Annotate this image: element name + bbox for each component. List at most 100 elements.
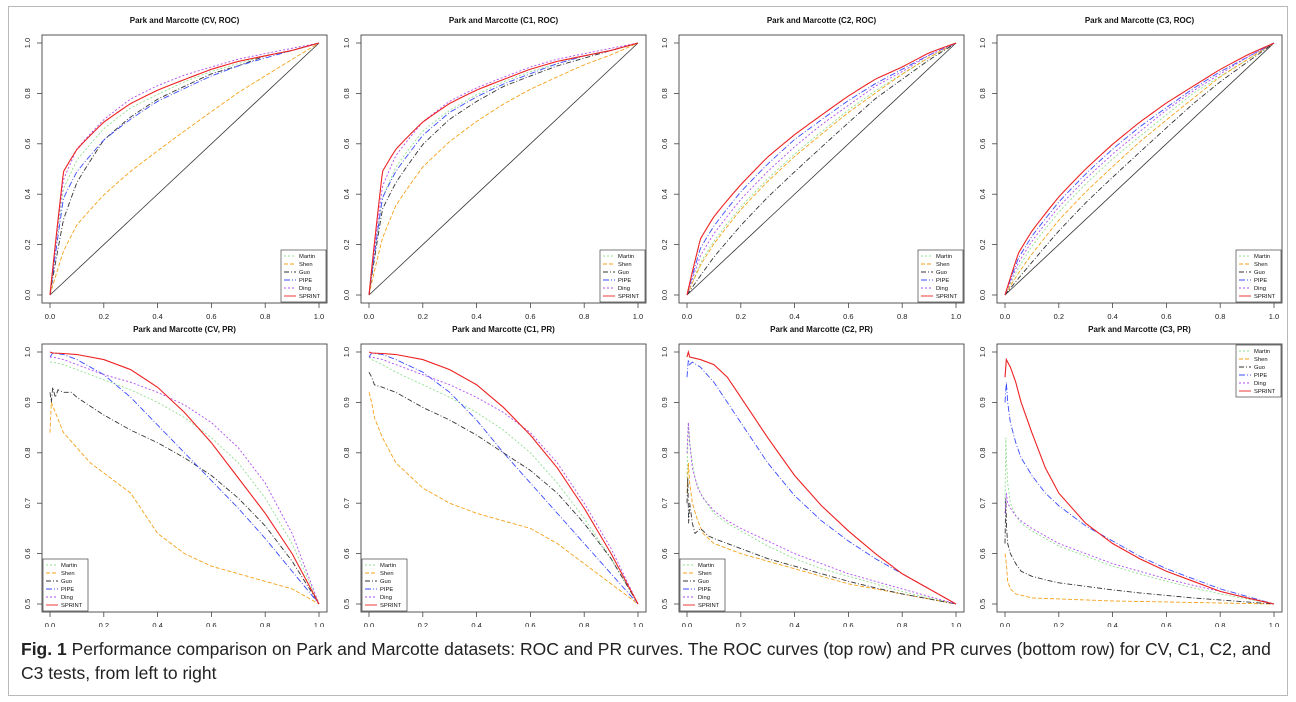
x-tick-label: 0.2 — [99, 621, 109, 627]
chart-title: Park and Marcotte (C1, PR) — [452, 325, 555, 334]
x-tick-label: 0.2 — [1054, 621, 1064, 627]
legend-label: Guo — [1254, 365, 1265, 371]
legend-label: PIPE — [1254, 373, 1267, 379]
x-tick-label: 0.6 — [525, 312, 535, 321]
plot-frame — [996, 343, 1283, 613]
x-tick-label: 0.4 — [789, 621, 799, 627]
y-tick-label: 0.2 — [342, 239, 351, 249]
y-tick-label: 0.6 — [660, 139, 669, 149]
x-tick-label: 0.4 — [1107, 312, 1117, 321]
x-tick-label: 0.8 — [579, 621, 589, 627]
series-line-ding — [369, 356, 639, 605]
legend-box — [42, 558, 89, 612]
diagonal-line — [686, 42, 957, 296]
y-tick-label: 0.4 — [342, 189, 351, 199]
legend-box — [917, 249, 964, 303]
legend-label: SPRINT — [698, 603, 720, 609]
x-tick-label: 0.4 — [789, 312, 799, 321]
x-tick-label: 1.0 — [951, 312, 961, 321]
series-line-ding — [1004, 493, 1275, 605]
legend: Martin Shen Guo PIPE Ding SPRINT — [1235, 249, 1282, 303]
caption-label: Fig. 1 — [21, 639, 67, 659]
series-line-martin — [368, 356, 639, 605]
chart-panel-5: Park and Marcotte (CV, PR) 0.0 0.2 0.4 0.6 0.… — [23, 325, 328, 627]
plot-frame — [360, 343, 647, 613]
legend-box — [1235, 344, 1282, 398]
x-tick-label: 0.2 — [736, 312, 746, 321]
y-tick-label: 0.7 — [978, 498, 987, 508]
x-tick-label: 0.4 — [471, 312, 481, 321]
plot-frame — [41, 343, 328, 613]
legend: Martin Shen Guo PIPE Ding SPRINT — [42, 558, 89, 612]
series-line-guo — [686, 42, 957, 296]
y-tick-label: 0.4 — [23, 189, 32, 199]
legend-label: Guo — [936, 270, 947, 276]
series-line-guo — [49, 387, 320, 605]
legend-label: Shen — [380, 571, 394, 577]
series-line-ding — [50, 356, 320, 605]
x-tick-label: 0.8 — [579, 312, 589, 321]
chart-title: Park and Marcotte (C3, PR) — [1088, 325, 1191, 334]
x-tick-label: 1.0 — [314, 621, 324, 627]
x-tick-label: 0.0 — [364, 621, 374, 627]
x-tick-label: 0.4 — [152, 621, 162, 627]
series-line-pipe — [686, 42, 957, 296]
legend-label: Martin — [1254, 254, 1270, 260]
legend-label: Guo — [299, 270, 310, 276]
legend: Martin Shen Guo PIPE Ding SPRINT — [599, 249, 646, 303]
y-tick-label: 0.4 — [660, 189, 669, 199]
y-tick-label: 0.9 — [23, 397, 32, 407]
legend: Martin Shen Guo PIPE Ding SPRINT — [361, 558, 408, 612]
y-tick-label: 0.4 — [978, 189, 987, 199]
y-tick-label: 0.8 — [342, 88, 351, 98]
x-tick-label: 1.0 — [633, 621, 643, 627]
legend-label: PIPE — [936, 278, 949, 284]
series-line-martin — [686, 422, 957, 605]
caption-text: Performance comparison on Park and Marco… — [21, 639, 1271, 683]
y-tick-label: 0.8 — [23, 88, 32, 98]
x-tick-label: 0.2 — [1054, 312, 1064, 321]
chart-panel-3: Park and Marcotte (C2, ROC) 0.0 0.2 0.4 0.6 0… — [660, 16, 965, 321]
y-tick-label: 1.0 — [978, 347, 987, 357]
plot-area — [368, 42, 639, 296]
chart-panel-2: Park and Marcotte (C1, ROC) 0.0 0.2 0.4 0.6 0… — [342, 16, 647, 321]
y-tick-label: 0.8 — [978, 448, 987, 458]
chart-title: Park and Marcotte (C2, ROC) — [767, 16, 877, 25]
legend-label: SPRINT — [380, 603, 402, 609]
legend-label: Martin — [698, 563, 714, 569]
series-line-sprint — [368, 351, 639, 605]
series-line-shen — [368, 392, 639, 605]
y-tick-label: 0.8 — [342, 448, 351, 458]
y-tick-label: 1.0 — [23, 38, 32, 48]
series-line-sprint — [686, 349, 957, 605]
series-line-sprint — [686, 42, 957, 296]
legend-label: SPRINT — [1254, 389, 1276, 395]
y-tick-label: 0.6 — [23, 548, 32, 558]
legend-label: PIPE — [61, 587, 74, 593]
legend: Martin Shen Guo PIPE Ding SPRINT — [917, 249, 964, 303]
x-tick-label: 1.0 — [1269, 312, 1279, 321]
legend-label: Martin — [618, 254, 634, 260]
plot-area — [686, 42, 957, 296]
legend-label: Shen — [1254, 357, 1268, 363]
y-tick-label: 1.0 — [342, 347, 351, 357]
series-line-shen — [1004, 553, 1275, 605]
legend-label: Ding — [698, 595, 710, 601]
series-line-guo — [686, 477, 957, 605]
legend: Martin Shen Guo PIPE Ding SPRINT — [280, 249, 327, 303]
y-tick-label: 0.9 — [342, 397, 351, 407]
y-tick-label: 0.8 — [23, 448, 32, 458]
legend-label: PIPE — [1254, 278, 1267, 284]
y-tick-label: 0.5 — [660, 599, 669, 609]
plot-area — [49, 351, 320, 605]
y-tick-label: 0.7 — [342, 498, 351, 508]
x-tick-label: 0.0 — [45, 312, 55, 321]
x-tick-label: 0.8 — [1215, 312, 1225, 321]
legend-label: Shen — [698, 571, 712, 577]
x-tick-label: 0.0 — [1000, 312, 1010, 321]
x-tick-label: 1.0 — [314, 312, 324, 321]
x-tick-label: 0.6 — [525, 621, 535, 627]
chart-panel-4: Park and Marcotte (C3, ROC) 0.0 0.2 0.4 0.6 0… — [978, 16, 1283, 321]
legend-label: Martin — [380, 563, 396, 569]
plot-frame — [360, 34, 647, 304]
